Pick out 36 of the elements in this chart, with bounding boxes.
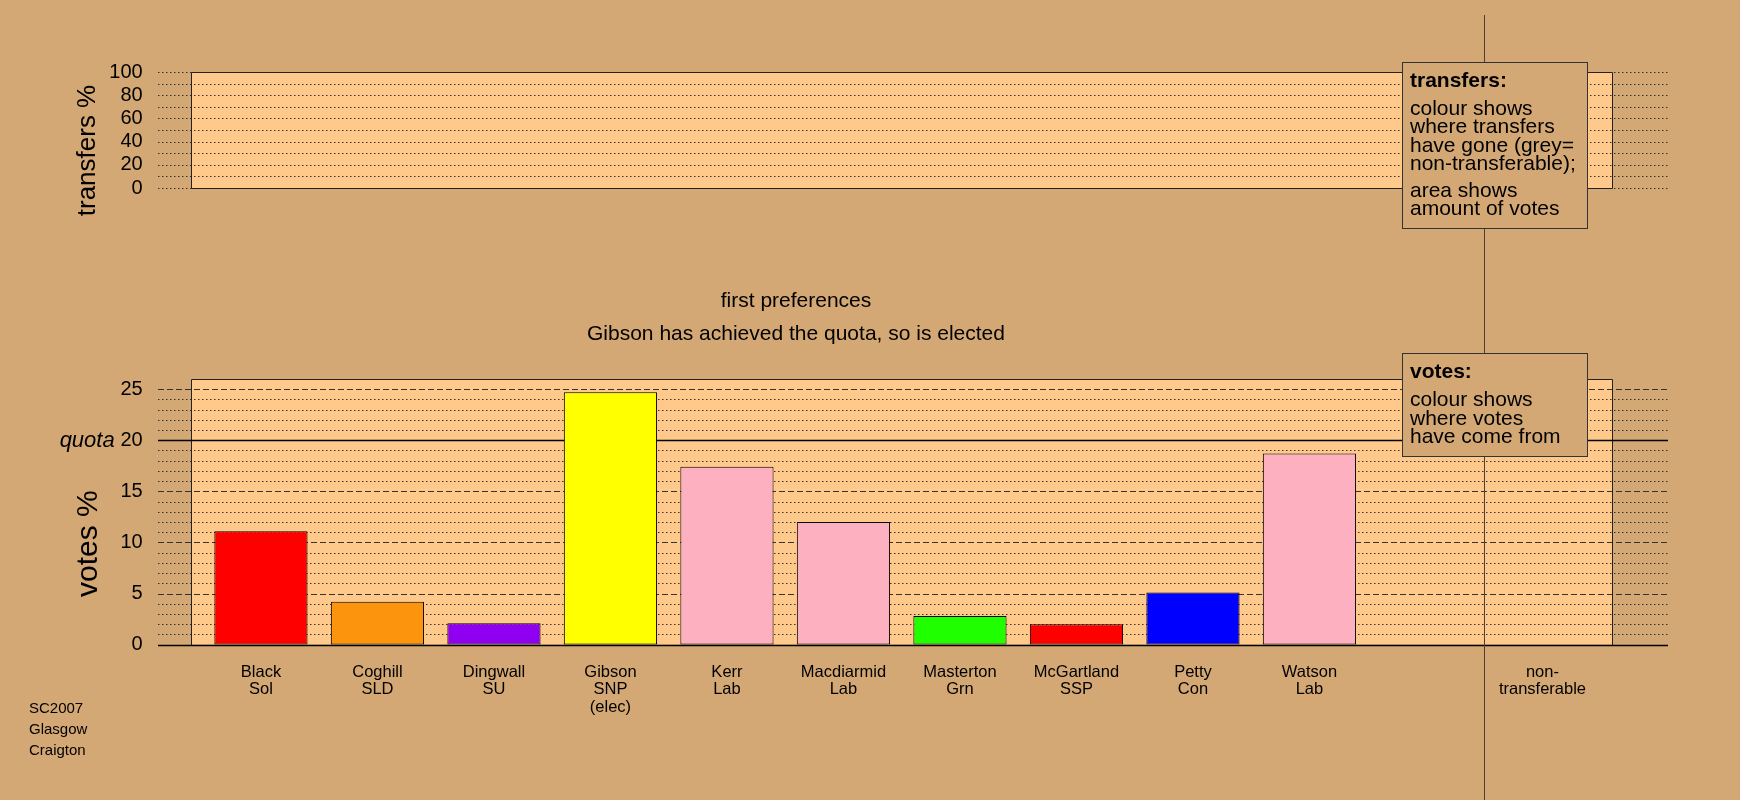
annotation: colour shows where transfers have gone (grey= non-transferable); — [1410, 95, 1577, 175]
y-tick-label: 20 — [120, 152, 143, 175]
x-tick-label: Petty Con — [1174, 661, 1213, 698]
x-tick-label: non- transferable — [1498, 661, 1587, 698]
x-tick-label: Watson Lab — [1281, 661, 1338, 698]
annotation: votes: — [1410, 359, 1473, 382]
annotation: colour shows where votes have come from — [1410, 387, 1562, 447]
chart-subtitle: Gibson has achieved the quota, so is elected — [586, 321, 1006, 345]
text: SC2007 Glasgow Craigton — [29, 697, 88, 760]
x-tick-label: Masterton Grn — [923, 661, 997, 698]
x-tick-label: McGartland SSP — [1033, 661, 1120, 698]
y-tick-label: 10 — [120, 529, 143, 552]
y-tick-label: 0 — [131, 632, 143, 655]
x-tick-label: Coghill SLD — [352, 661, 403, 698]
x-tick-label: Dingwall SU — [462, 661, 526, 698]
y-tick-label: 20 — [120, 427, 143, 450]
y-tick-label: 40 — [120, 129, 143, 152]
y-tick-label: 0 — [131, 175, 143, 198]
note-box: transfers: colour shows where transfers have gone (grey= non-transferable); area shows amount of votes — [1402, 61, 1588, 229]
y-tick-label: 5 — [131, 581, 143, 604]
y-tick-label: 100 — [109, 59, 143, 82]
y-axis-title: votes % — [70, 490, 104, 598]
y-tick-label: 25 — [120, 376, 143, 399]
y-axis-title: transfers % — [70, 84, 101, 217]
x-tick-label: Kerr Lab — [711, 661, 744, 698]
annotation: transfers: — [1410, 67, 1508, 91]
ref-line-label: quota — [59, 426, 115, 452]
x-tick-label: Black Sol — [240, 661, 282, 698]
x-tick-label: Macdiarmid Lab — [800, 661, 887, 698]
y-tick-label: 80 — [120, 82, 143, 105]
y-tick-label: 15 — [120, 478, 143, 501]
chart-title: first preferences — [719, 287, 873, 312]
annotation: area shows amount of votes — [1410, 177, 1561, 220]
x-tick-label: Gibson SNP (elec) — [584, 661, 637, 716]
note-box: votes: colour shows where votes have come from — [1402, 353, 1588, 457]
y-tick-label: 60 — [120, 105, 143, 128]
